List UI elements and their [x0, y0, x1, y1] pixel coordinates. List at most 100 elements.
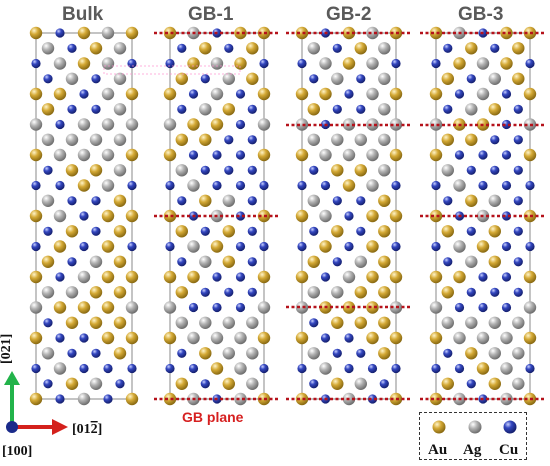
atom-au [163, 87, 177, 101]
atom-au [429, 331, 443, 345]
atom-au [89, 164, 103, 177]
atom-ag [29, 118, 43, 131]
atom-cu [297, 363, 307, 374]
atom-cu [177, 196, 187, 206]
atom-au [378, 255, 391, 268]
axis-label-out-of-plane: [100] [2, 444, 32, 459]
atom-au [523, 331, 537, 345]
atom-cu [55, 28, 65, 38]
atom-ag [354, 377, 367, 390]
atom-au [378, 194, 391, 207]
atom-ag [319, 362, 332, 375]
atom-au [113, 316, 127, 329]
atom-au [378, 316, 391, 329]
atom-cu [259, 241, 269, 252]
atom-ag [187, 179, 200, 192]
atom-ag [378, 42, 391, 55]
atom-au [234, 57, 247, 70]
atom-ag [429, 301, 443, 314]
atom-ag [319, 209, 332, 223]
atom-cu [478, 180, 488, 191]
atom-au [331, 164, 344, 177]
atom-au [163, 209, 177, 223]
atom-cu [379, 379, 389, 389]
atom-ag [465, 255, 478, 268]
atom-cu [501, 180, 512, 191]
atom-au [295, 87, 309, 101]
atom-au [389, 331, 403, 345]
atom-cu [525, 363, 535, 374]
atom-cu [103, 394, 113, 404]
atom-ag [234, 331, 247, 345]
atom-au [222, 255, 235, 268]
atom-au [295, 270, 309, 284]
atom-ag [222, 347, 235, 360]
atom-ag [378, 72, 391, 86]
panel-title-gb3: GB-3 [458, 4, 504, 25]
atom-au [354, 164, 367, 177]
atom-au [476, 362, 490, 375]
atom-cu [55, 272, 65, 282]
atom-au [378, 347, 391, 360]
atom-au [53, 301, 67, 314]
atom-cu [367, 363, 378, 374]
atom-au [257, 148, 271, 162]
atom-cu [177, 43, 187, 53]
atom-cu [235, 241, 246, 252]
atom-cu [79, 363, 89, 374]
atom-ag [89, 377, 103, 390]
atom-ag [53, 57, 67, 70]
legend-items: Au Ag Cu [428, 420, 518, 458]
atom-cu [332, 43, 342, 53]
atom-cu [309, 165, 319, 175]
atom-ag [187, 331, 200, 345]
atom-ag [512, 316, 525, 329]
atom-au [77, 26, 91, 40]
atom-au [29, 392, 43, 406]
atom-cu [513, 287, 523, 297]
atom-ag [113, 164, 127, 177]
atom-cu [356, 74, 366, 84]
atom-cu [344, 241, 354, 252]
atom-au [441, 133, 454, 146]
atom-cu [501, 272, 512, 282]
axis-origin [6, 421, 18, 433]
atom-cu [224, 165, 234, 175]
atom-au [163, 270, 177, 284]
atom-au [53, 240, 67, 253]
atom-cu [525, 241, 535, 252]
atom-cu [235, 302, 246, 313]
atom-au [222, 225, 235, 238]
atom-ag [488, 347, 501, 360]
atom-ag [523, 301, 537, 314]
atom-cu [127, 58, 137, 69]
atom-ag [465, 316, 478, 329]
atom-au [429, 148, 443, 162]
atom-ag [453, 331, 466, 345]
atom-au [163, 26, 177, 40]
atom-ag [257, 301, 271, 314]
atom-cu [513, 104, 523, 114]
atom-cu [356, 226, 366, 236]
atom-ag [307, 286, 320, 299]
atom-au [53, 87, 67, 101]
atom-cu [177, 104, 187, 114]
atom-au [113, 194, 127, 207]
atom-ag [222, 194, 235, 207]
atom-cu [391, 58, 401, 69]
atom-cu [259, 363, 269, 374]
atom-cu [501, 89, 512, 99]
atom-au [65, 377, 79, 390]
atom-ag [125, 118, 139, 131]
atom-cu [344, 89, 354, 99]
atom-cu [391, 180, 401, 191]
atom-cu [224, 135, 234, 145]
atom-ag [89, 133, 103, 146]
atom-cu [235, 119, 246, 130]
highlight-band [103, 65, 241, 75]
atom-cu [443, 43, 453, 53]
atom-ag [53, 148, 67, 162]
atom-cu [466, 74, 476, 84]
atom-cu [235, 272, 246, 282]
axis-label-horizontal: [012] [72, 422, 102, 437]
